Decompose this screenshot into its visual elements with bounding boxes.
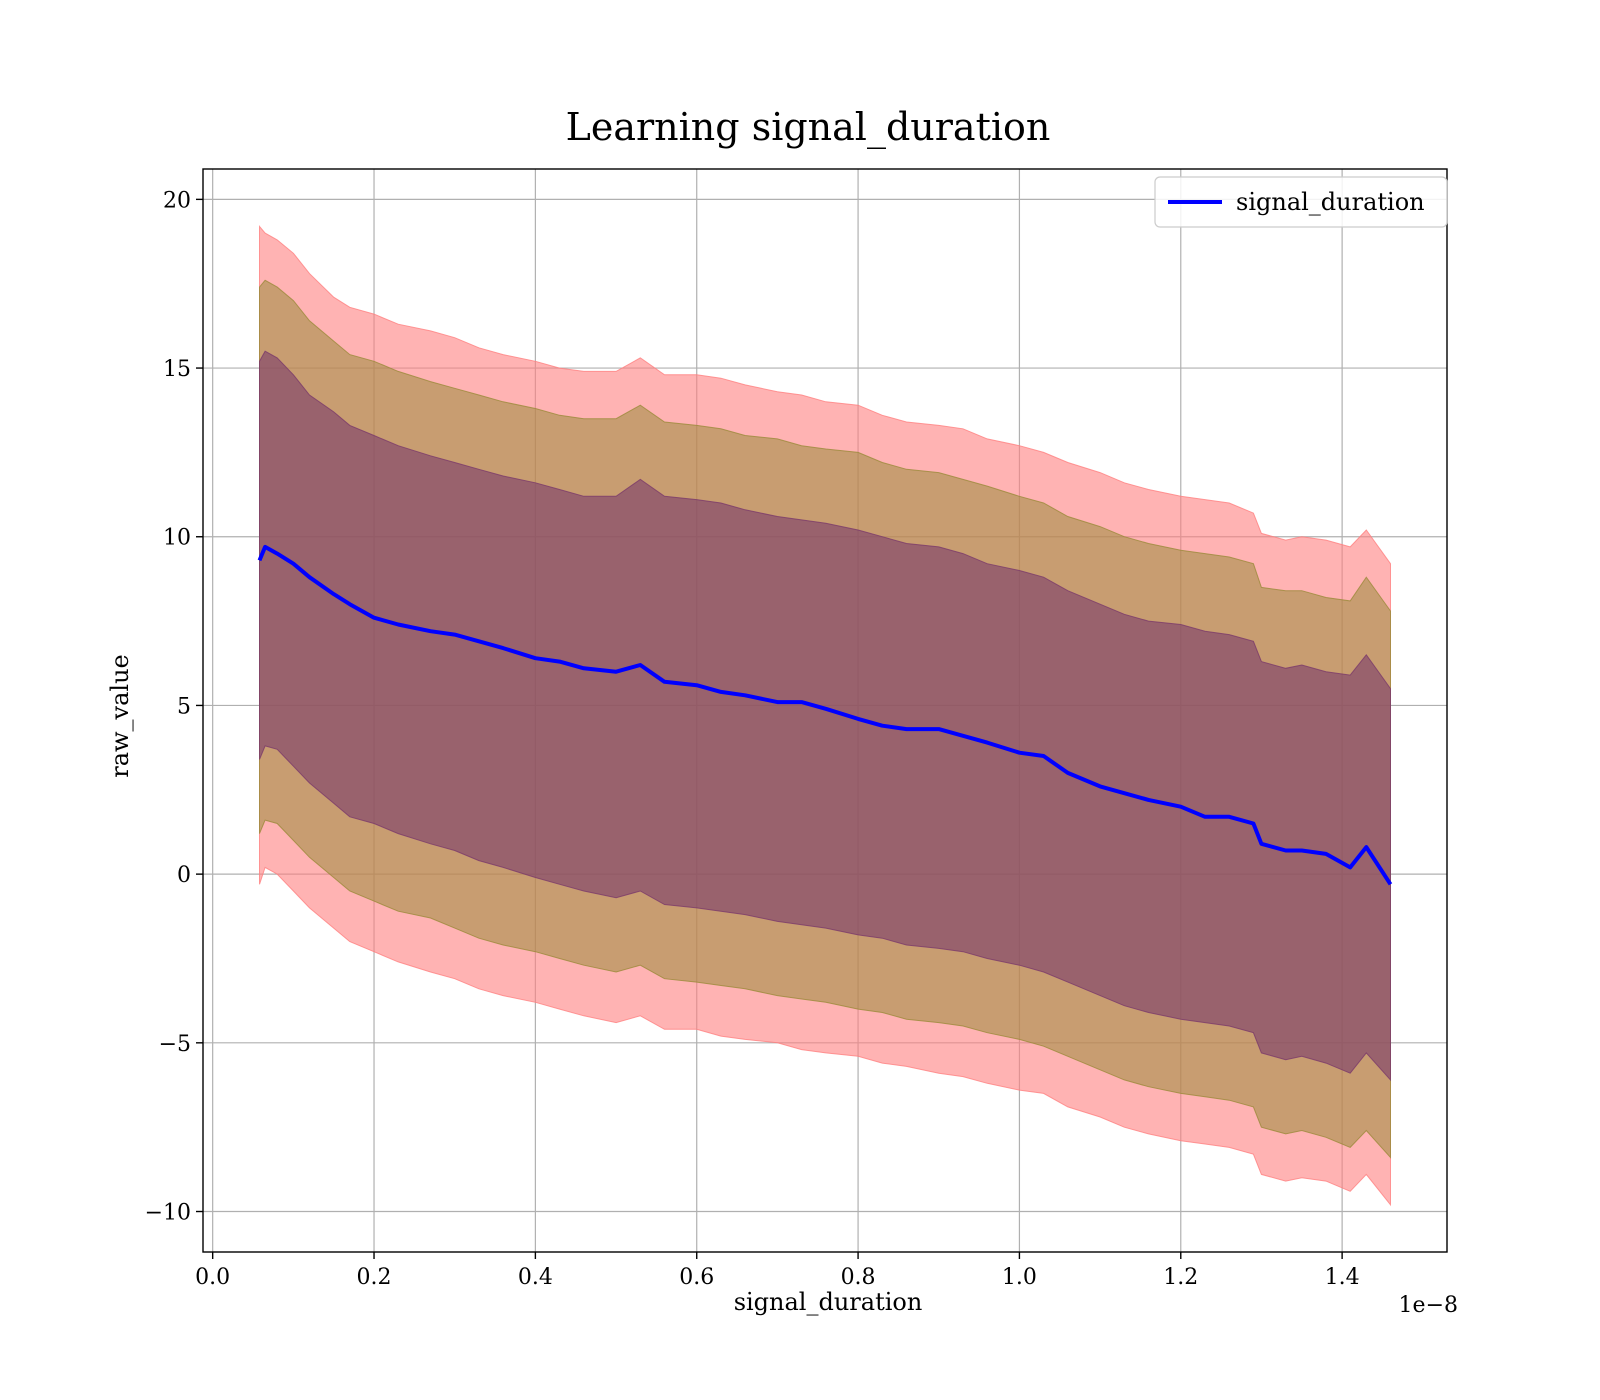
x-axis-label: signal_duration [734, 1288, 923, 1316]
plot-area: 0.0 0.2 0.4 0.6 0.8 1.0 1.2 1.4 −10 −5 0 5 10 15 20 [145, 168, 1448, 1290]
x-tick-label: 1.0 [1002, 1265, 1037, 1290]
y-tick-label: −10 [145, 1201, 191, 1226]
y-tick-label: 10 [163, 526, 191, 551]
legend: signal_duration [1154, 176, 1448, 228]
series-line-signal-duration [257, 544, 1393, 886]
y-axis-label: raw_value [106, 654, 134, 778]
x-tick-label: 0.2 [357, 1265, 392, 1290]
legend-entry-label: signal_duration [1236, 188, 1425, 216]
x-tick-label: 1.4 [1325, 1265, 1360, 1290]
band-inner [259, 350, 1391, 1082]
axes-frame [202, 168, 1448, 1253]
chart-title: Learning signal_duration [566, 105, 1051, 150]
x-tick-label: 0.8 [841, 1265, 876, 1290]
x-tick-label: 1.2 [1163, 1265, 1198, 1290]
x-axis-offset-text: 1e−8 [1399, 1293, 1458, 1318]
x-tick-label: 0.4 [518, 1265, 553, 1290]
y-tick-label: −5 [159, 1032, 191, 1057]
x-tick-label: 0.6 [679, 1265, 714, 1290]
x-tick-label: 0.0 [195, 1265, 230, 1290]
y-tick-label: 5 [177, 694, 191, 719]
y-tick-label: 15 [163, 357, 191, 382]
y-tick-label: 0 [177, 863, 191, 888]
y-tick-label: 20 [163, 188, 191, 213]
legend-box [1154, 176, 1448, 228]
